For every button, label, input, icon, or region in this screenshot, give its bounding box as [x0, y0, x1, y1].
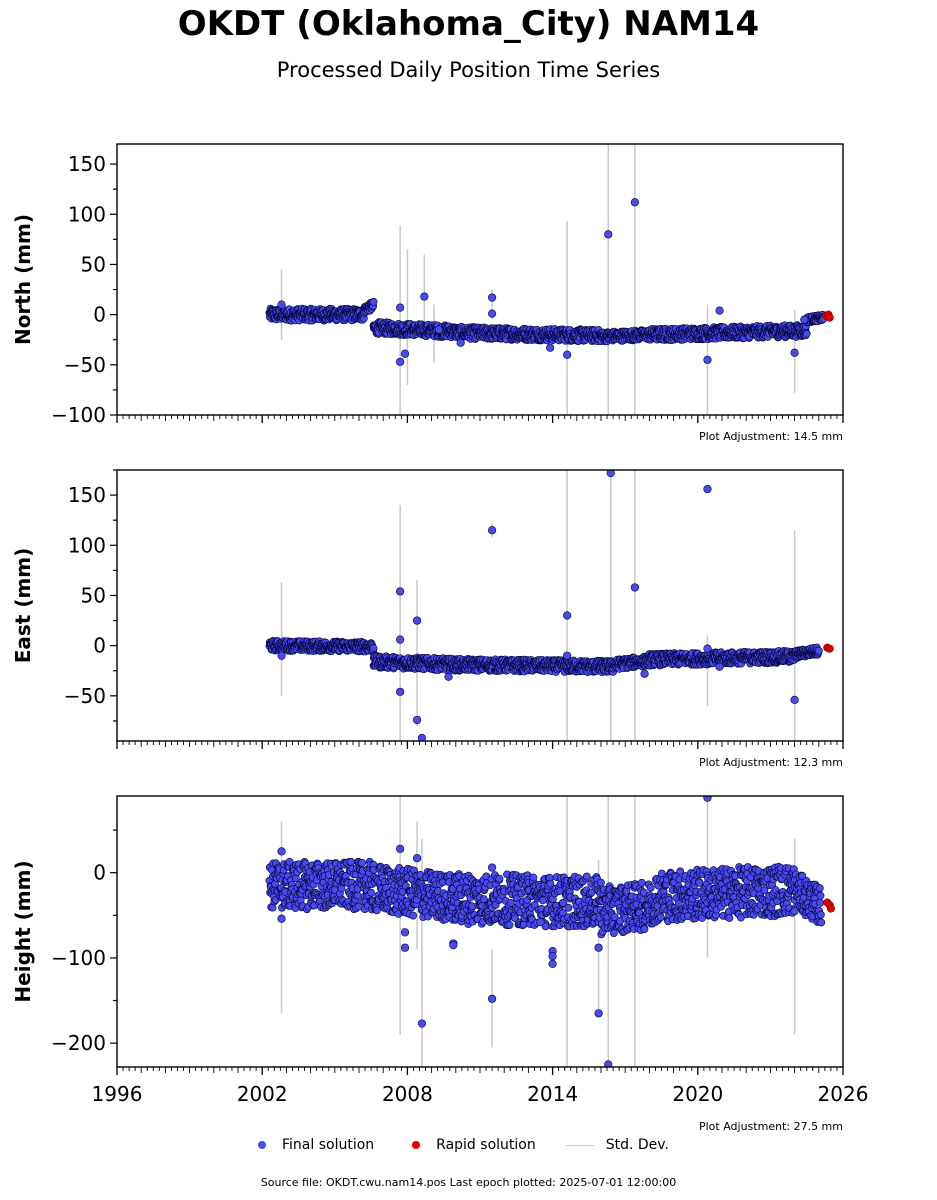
chart-title: OKDT (Oklahoma_City) NAM14 — [177, 4, 760, 44]
final-point-outlier — [277, 300, 286, 309]
final-point — [409, 911, 418, 920]
y-tick-label: −50 — [64, 684, 106, 708]
final-point-outlier — [412, 616, 422, 625]
final-point-outlier — [715, 662, 724, 671]
final-point — [369, 297, 378, 306]
final-point — [367, 888, 375, 897]
final-point — [609, 929, 618, 937]
final-point — [637, 878, 646, 887]
final-point-outlier — [400, 349, 410, 358]
final-point-outlier — [396, 587, 405, 596]
final-point-outlier — [434, 325, 443, 334]
final-point-outlier — [800, 315, 809, 324]
panel-frame — [116, 143, 844, 416]
final-point — [347, 857, 355, 866]
final-point — [802, 329, 811, 338]
final-point — [597, 878, 605, 887]
final-point — [582, 872, 591, 881]
y-tick-label: 150 — [68, 152, 106, 176]
final-point-outlier — [396, 635, 405, 644]
final-point-outlier — [444, 672, 453, 681]
final-point-outlier — [563, 651, 572, 660]
final-point — [505, 921, 514, 929]
y-axis-label: East (mm) — [11, 548, 35, 664]
final-point-outlier — [420, 292, 429, 301]
final-point-outlier — [790, 695, 799, 704]
rapid-point — [825, 644, 834, 653]
rapid-point — [825, 313, 834, 322]
plot-content — [265, 796, 835, 1067]
final-point — [656, 913, 665, 922]
final-point-outlier — [396, 687, 405, 696]
final-point-outlier — [396, 357, 405, 366]
final-point — [529, 873, 538, 882]
final-point-outlier — [630, 583, 639, 592]
final-point — [725, 914, 734, 922]
final-point — [353, 891, 362, 900]
final-point-outlier — [488, 293, 497, 302]
final-point — [358, 858, 366, 867]
final-point-outlier — [703, 644, 712, 653]
panel-1: −100 −50 0 50 100 150 North (mm) Plot Adjustmen… — [11, 143, 844, 443]
final-point-outlier — [277, 651, 286, 660]
final-point — [564, 903, 573, 912]
final-point — [495, 874, 504, 883]
final-point-outlier — [456, 338, 465, 347]
final-point-outlier — [640, 669, 649, 678]
plot-adjustment-label: Plot Adjustment: 14.5 mm — [699, 430, 843, 443]
final-point — [369, 644, 378, 653]
y-tick-label: 100 — [68, 533, 106, 557]
plot-content — [265, 470, 834, 741]
final-point — [538, 896, 547, 905]
y-tick-label: 50 — [81, 252, 106, 276]
final-point — [814, 646, 823, 655]
y-tick-label: 50 — [81, 583, 106, 607]
final-point-outlier — [630, 198, 639, 207]
final-point — [373, 906, 381, 915]
panel-2: −50 0 50 100 150 East (mm) Plot Adjustment: 12… — [11, 469, 844, 769]
y-tick-label: 0 — [93, 634, 106, 658]
y-tick-label: −50 — [64, 353, 106, 377]
final-point-outlier — [563, 611, 572, 620]
final-point-outlier — [396, 303, 405, 312]
chart-subtitle: Processed Daily Position Time Series — [276, 58, 661, 82]
y-tick-label: 100 — [68, 202, 106, 226]
final-point-outlier — [715, 306, 724, 315]
y-tick-label: −100 — [51, 403, 106, 427]
plot-adjustment-label: Plot Adjustment: 12.3 mm — [699, 756, 843, 769]
final-point-outlier — [703, 355, 712, 364]
plot-content — [265, 144, 834, 415]
y-tick-label: 150 — [68, 483, 106, 507]
final-point-outlier — [412, 715, 422, 725]
final-point — [640, 925, 649, 934]
final-point-outlier — [563, 350, 572, 359]
panel-frame — [116, 469, 844, 742]
final-point — [646, 883, 655, 892]
y-tick-label: 0 — [93, 303, 106, 327]
final-point-outlier — [703, 484, 712, 494]
final-point-outlier — [790, 348, 799, 357]
final-point-outlier — [604, 230, 613, 239]
final-point-outlier — [488, 526, 497, 535]
y-axis-label: North (mm) — [11, 214, 35, 345]
final-point-outlier — [546, 343, 555, 352]
final-point-outlier — [488, 309, 497, 318]
